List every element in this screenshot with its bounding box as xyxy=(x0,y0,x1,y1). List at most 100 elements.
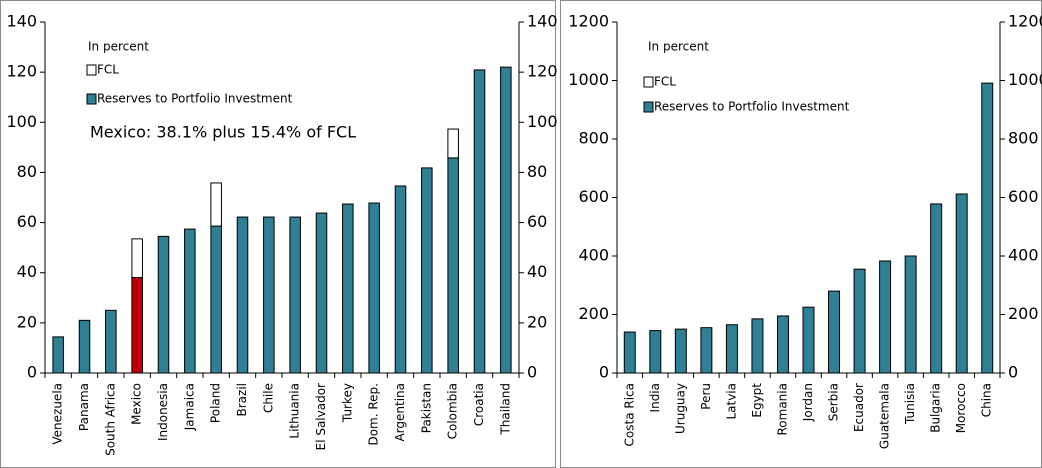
legend-swatch xyxy=(86,64,97,76)
bar xyxy=(776,315,789,374)
bar xyxy=(853,268,866,374)
legend-label: FCL xyxy=(97,63,119,77)
x-tick-label: Argentina xyxy=(393,383,407,442)
bar xyxy=(649,330,662,374)
x-tick-label: China xyxy=(980,383,994,417)
y2-tick-label: 1000 xyxy=(1008,70,1042,89)
y2-tick-label: 20 xyxy=(527,312,547,331)
bar xyxy=(955,193,968,374)
bar xyxy=(342,203,354,374)
x-tick-label: Turkey xyxy=(340,383,354,423)
subtitle: In percent xyxy=(648,40,709,54)
bar xyxy=(751,318,764,374)
x-tick-label: Panama xyxy=(77,383,91,431)
y2-tick-label: 600 xyxy=(1008,187,1039,206)
y-tick-label: 200 xyxy=(578,304,609,323)
subtitle: In percent xyxy=(88,40,149,54)
x-tick-label: Egypt xyxy=(750,383,764,418)
x-tick-label: Dom. Rep. xyxy=(367,383,381,446)
legend-swatch xyxy=(643,101,654,113)
y2-tick-label: 0 xyxy=(527,363,537,382)
x-tick-label: Peru xyxy=(699,383,713,410)
y-tick-label: 60 xyxy=(17,212,37,231)
y2-tick-label: 800 xyxy=(1008,129,1039,148)
x-tick-label: Costa Rica xyxy=(622,383,636,446)
bar xyxy=(725,324,738,374)
bar xyxy=(930,203,943,374)
legend-label: Reserves to Portfolio Investment xyxy=(654,100,850,114)
x-tick-label: Uruguay xyxy=(673,383,687,434)
x-tick-label: Venezuela xyxy=(51,383,65,445)
y-tick-label: 400 xyxy=(578,246,609,265)
y2-tick-label: 100 xyxy=(527,112,558,131)
bar xyxy=(700,327,713,374)
bar xyxy=(828,290,841,374)
bar xyxy=(263,216,275,374)
x-tick-label: Serbia xyxy=(827,383,841,421)
y-tick-label: 100 xyxy=(6,112,37,131)
bar xyxy=(210,182,222,227)
x-tick-label: Latvia xyxy=(724,383,738,420)
y-tick-label: 0 xyxy=(599,363,609,382)
x-tick-label: Chile xyxy=(261,383,275,413)
y-tick-label: 40 xyxy=(17,262,37,281)
y-tick-label: 80 xyxy=(17,162,37,181)
legend-swatch xyxy=(643,76,654,88)
x-tick-label: Poland xyxy=(209,383,223,423)
bar xyxy=(131,238,143,278)
y-tick-label: 1200 xyxy=(568,12,609,31)
bar xyxy=(447,157,459,374)
x-tick-label: Romania xyxy=(775,383,789,435)
bar xyxy=(421,167,433,374)
bar xyxy=(184,228,196,374)
bar xyxy=(131,276,143,374)
y2-tick-label: 200 xyxy=(1008,304,1039,323)
legend-swatch xyxy=(86,93,97,105)
bar xyxy=(447,128,459,159)
bar xyxy=(674,328,687,374)
y-tick-label: 800 xyxy=(578,129,609,148)
x-tick-label: Guatemala xyxy=(878,383,892,449)
x-tick-label: Tunisia xyxy=(903,383,917,425)
y2-tick-label: 60 xyxy=(527,212,547,231)
bar xyxy=(315,212,328,374)
x-tick-label: Bulgaria xyxy=(929,383,943,433)
x-tick-label: Croatia xyxy=(472,383,486,426)
x-tick-label: Pakistan xyxy=(419,383,433,433)
x-tick-label: Thailand xyxy=(498,383,512,436)
y2-tick-label: 120 xyxy=(527,62,558,81)
x-tick-label: Colombia xyxy=(446,383,460,439)
y2-tick-label: 40 xyxy=(527,262,547,281)
bar xyxy=(981,82,994,374)
x-tick-label: Mexico xyxy=(130,383,144,425)
bar xyxy=(289,216,301,374)
x-tick-label: Ecuador xyxy=(852,383,866,432)
annotation: Mexico: 38.1% plus 15.4% of FCL xyxy=(90,123,356,142)
y2-tick-label: 400 xyxy=(1008,246,1039,265)
bar xyxy=(623,331,636,374)
x-tick-label: Lithuania xyxy=(288,383,302,439)
bar xyxy=(157,235,170,374)
bar xyxy=(802,306,815,374)
y2-tick-label: 80 xyxy=(527,162,547,181)
y2-tick-label: 1200 xyxy=(1008,12,1042,31)
bar xyxy=(78,319,91,374)
x-tick-label: Jamaica xyxy=(182,383,196,431)
y2-tick-label: 0 xyxy=(1008,363,1018,382)
y-tick-label: 140 xyxy=(6,12,37,31)
x-tick-label: India xyxy=(648,383,662,412)
bar xyxy=(879,260,892,374)
legend-label: FCL xyxy=(654,75,676,89)
bar xyxy=(904,255,917,374)
y-tick-label: 600 xyxy=(578,187,609,206)
bar xyxy=(210,225,222,374)
x-tick-label: El Salvador xyxy=(314,383,328,450)
y-tick-label: 1000 xyxy=(568,70,609,89)
y-tick-label: 120 xyxy=(6,62,37,81)
x-tick-label: South Africa xyxy=(103,383,117,456)
bar xyxy=(236,216,249,374)
bar xyxy=(473,69,486,374)
y-tick-label: 0 xyxy=(27,363,37,382)
x-tick-label: Morocco xyxy=(954,383,968,433)
